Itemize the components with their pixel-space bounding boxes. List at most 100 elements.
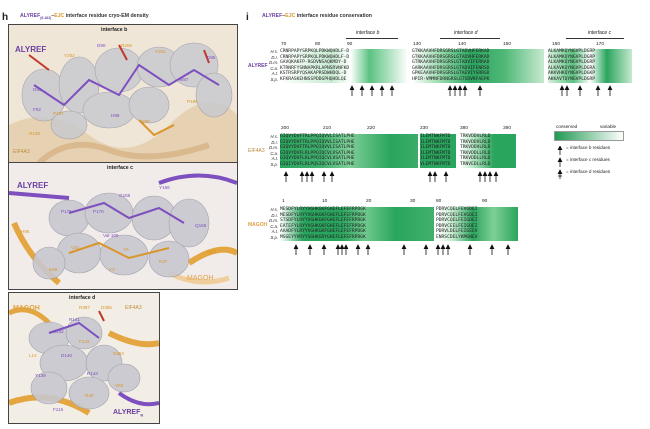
species: C.a. — [270, 65, 278, 71]
position-number: 70 — [281, 42, 287, 47]
interface-c-magoh-label: MAGOH — [187, 275, 214, 282]
seq-row: GIQVYDVFLRLPPQIQCVLVSATLPHE — [280, 156, 355, 162]
seq-row: ENRSCDELYKMGNEV — [436, 234, 478, 240]
eif4a3-seq-block-3: TRKVDDVLRLD TRKVDDVLRLD TRKVDDVLRLD TRKV… — [460, 134, 516, 168]
interface-b-bracket — [346, 38, 398, 39]
seq-row: TRKVDDVLRLD — [460, 145, 491, 151]
position-number: 20 — [366, 199, 372, 204]
residue: D385 — [101, 305, 112, 310]
legend-interface-d: = interface d residues — [566, 169, 611, 174]
seq-row: GAVQKAKFP-RGDVNSAQKMDY-D — [280, 60, 347, 66]
legend-arrow-icons — [557, 146, 563, 179]
residue: Y202 — [64, 53, 75, 58]
residue: R144 — [87, 371, 98, 376]
panel-i-title-alyref: ALYREF — [262, 13, 283, 19]
seq-row: GIQVYDVFTRLPPQIQVVLISATLPHE — [280, 139, 355, 145]
interface-d-title: interface d — [69, 295, 96, 301]
interface-c-density-image — [9, 163, 237, 289]
residue: F115 — [53, 407, 64, 412]
interface-d-header: interface d — [454, 30, 478, 36]
seq-row: MESDFYLRYYVGHKGKFGHEFLEFEFRPDGK — [280, 212, 366, 218]
panel-h-title-ejc: EJC — [54, 13, 65, 19]
panel-i-label: i — [246, 12, 249, 23]
seq-row: ALKAMKQYNGVPLDGRP — [548, 60, 596, 66]
position-number: 130 — [413, 42, 422, 47]
species: A.t. — [271, 71, 278, 77]
seq-row: TRKVDDVLRLD — [460, 139, 491, 145]
conservation-colorbar — [554, 131, 624, 141]
species: D.m. — [269, 145, 278, 151]
position-number: 160 — [552, 42, 561, 47]
position-number: 230 — [420, 126, 429, 131]
panel-h-title-rest: interface residue cryo-EM density — [64, 13, 149, 19]
species: D.m. — [269, 60, 278, 66]
residue: Q23 — [207, 249, 216, 254]
magoh-species-list: H.s. D.r. D.m. C.a. A.t. S.p. — [264, 207, 278, 241]
species: C.a. — [270, 150, 278, 156]
residue: S142 — [53, 329, 64, 334]
interface-d-alyref-text: ALYREF — [113, 409, 141, 416]
eif4a3-interface-arrows — [283, 171, 499, 182]
seq-row: ILEMTNKFMTD — [420, 150, 451, 156]
seq-row: KFKRASKEHNSSPDDGPHQHDLQE — [280, 76, 347, 82]
residue: P186 — [187, 99, 198, 104]
arrow-d-icon — [557, 169, 563, 179]
residue: H88 — [111, 113, 120, 118]
species: D.r. — [271, 139, 278, 145]
position-number: 10 — [322, 199, 328, 204]
panel-i-title-ejc: EJC — [285, 13, 296, 19]
seq-row: ILEMTNKFMTD — [420, 145, 451, 151]
residue: P175 — [61, 209, 72, 214]
seq-row: TRKVDDLLRLD — [460, 156, 491, 162]
residue: Q165 — [195, 223, 207, 228]
position-number: 1 — [282, 199, 285, 204]
seq-row: MESDFYLRYYVGHKGKFGHEFLEFEFRPDGK — [280, 207, 366, 212]
interface-b-header: interface b — [356, 30, 380, 36]
interface-d-bracket — [440, 38, 500, 39]
seq-row: TRNVEDLLRLD — [460, 161, 491, 167]
interface-c-title: interface c — [107, 165, 133, 171]
species: S.p. — [270, 234, 278, 240]
residue: H86 — [21, 229, 30, 234]
seq-row: AKKVHKQYNGVPLDGKP — [548, 71, 596, 77]
seq-row: KSTRSRPYQSAKAPRSDWHDQL-D — [280, 71, 347, 77]
residue: R141 — [69, 317, 80, 322]
position-number: 80 — [315, 42, 321, 47]
seq-row: GIQIYDVFLRLPQSIQCVLVSATLPHE — [280, 161, 355, 167]
species: S.p. — [270, 76, 278, 82]
eif4a3-seq-block-2: ILEMTNKFMTD ILEMTNKFMTD ILEMTNKFMTD ILEM… — [420, 134, 456, 168]
species: C.a. — [270, 223, 278, 229]
interface-b-panel: interface b ALYREF EIF4A3 D93 F92 D90 R2… — [8, 24, 238, 164]
interface-c-bracket — [566, 38, 624, 39]
seq-row: ILEMTNKFMTD — [420, 139, 451, 145]
seq-row: PDRVCQELFEIGDEI — [436, 218, 478, 224]
seq-row: KTRNRFYSNNAPKRLAPNSRVNFKD — [280, 65, 350, 71]
residue: D93 — [33, 87, 42, 92]
seq-row: GTKKAAVHFDRSGRSLGTADVHFERKAD — [412, 54, 490, 60]
magoh-seq-block-2: PDRVCQELFEVGDEI PDRVCQELFEVGDEI PDRVCQEL… — [436, 207, 518, 241]
species: H.s. — [270, 134, 278, 139]
panel-h-label: h — [2, 12, 9, 23]
position-number: 90 — [482, 199, 488, 204]
residue: P207 — [53, 111, 64, 116]
residue: W87 — [179, 77, 189, 82]
panel-h-title: ALYREF(6-162)–EJC interface residue cryo… — [20, 13, 149, 20]
residue: Y208 — [139, 119, 150, 124]
alyref-interface-arrows — [349, 85, 613, 96]
seq-row: PDRVCEELFEIGDEI — [436, 223, 478, 229]
seq-row: STSDFYLRYYVGHKGKFGHEFLEFEFRPDGK — [280, 218, 366, 224]
position-number: 380 — [460, 126, 469, 131]
eif4a3-protein-label: EIF4A3 — [248, 148, 265, 154]
seq-row: PDRVCQELFEVGDEI — [436, 207, 478, 212]
seq-row: CRNRPAPYSRPKQLPDKWQHDLF-D — [280, 54, 350, 60]
position-number: 170 — [596, 42, 605, 47]
residue: P170 — [93, 209, 104, 214]
residue: D384 — [113, 351, 124, 356]
residue: Y3 — [109, 267, 115, 272]
magoh-protein-label: MAGOH — [248, 222, 268, 228]
species: D.r. — [271, 212, 278, 218]
seq-row: GPKEAAVHFDRSGRSLGTAEVIYSRRGD — [412, 71, 490, 77]
species: H.s. — [270, 49, 278, 54]
residue: R206 — [121, 43, 132, 48]
residue: E88 — [49, 267, 58, 272]
